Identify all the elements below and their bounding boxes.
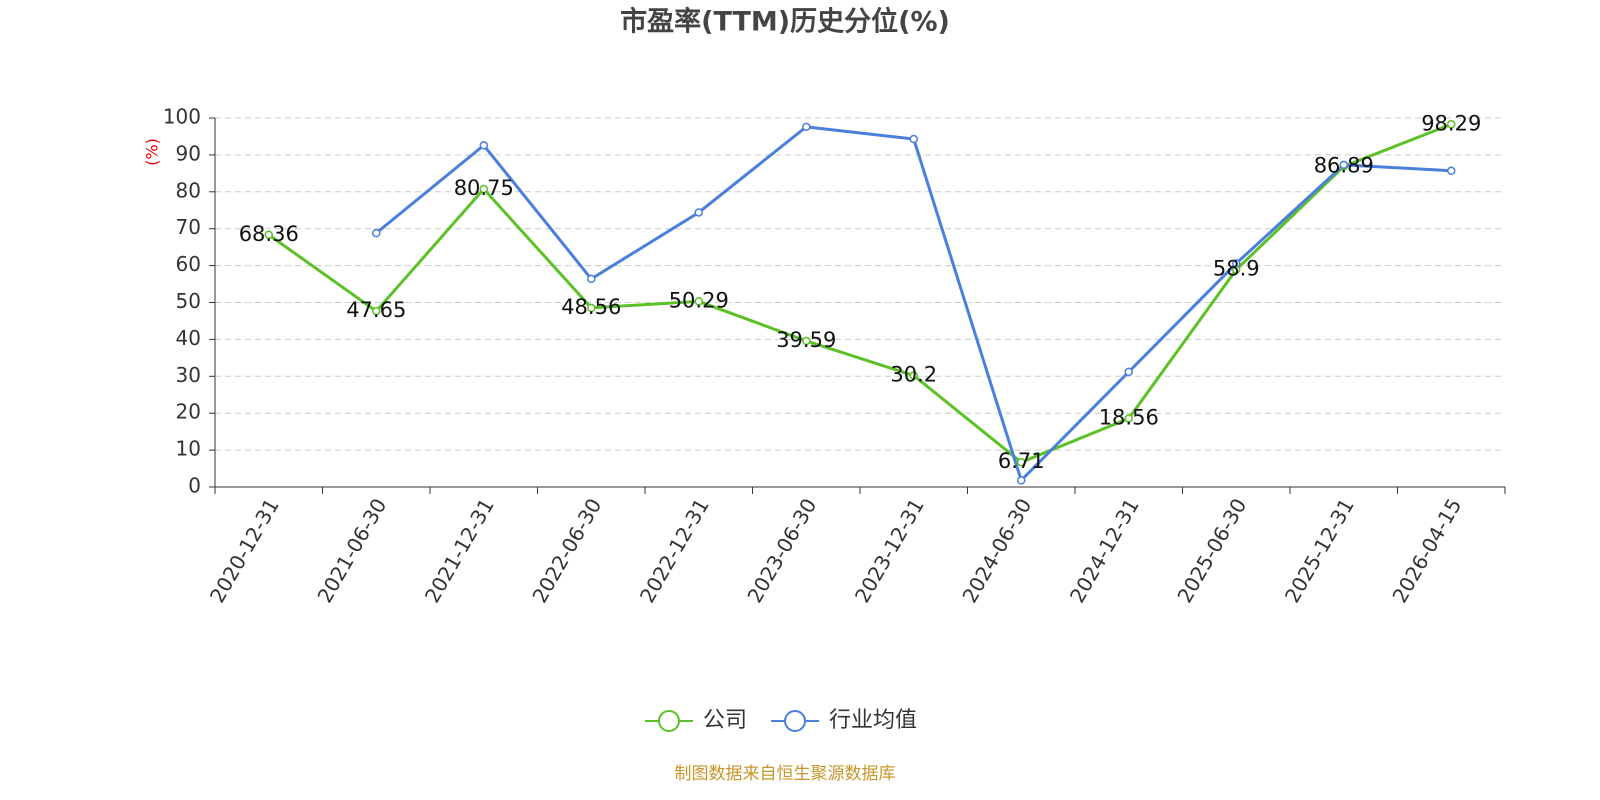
- data-point: [1339, 160, 1348, 170]
- data-point: [909, 134, 918, 144]
- chart-title: 市盈率(TTM)历史分位(%): [620, 6, 950, 38]
- data-label: 39.59: [776, 328, 836, 352]
- data-point: [587, 274, 596, 284]
- data-point: [372, 228, 381, 238]
- data-label: 98.29: [1421, 111, 1481, 135]
- y-tick-label: 50: [176, 289, 201, 313]
- x-tick-label: 2023-12-31: [850, 494, 929, 607]
- data-point: [1017, 457, 1026, 467]
- data-label: 30.2: [890, 363, 937, 387]
- data-point: [1124, 367, 1133, 377]
- data-point: [802, 122, 811, 132]
- y-tick-label: 40: [176, 326, 201, 350]
- data-label: 58.9: [1213, 257, 1260, 281]
- x-tick-label: 2021-06-30: [312, 494, 391, 607]
- series-line: [375, 125, 1452, 484]
- data-point: [372, 306, 381, 316]
- data-point: [1447, 166, 1456, 176]
- y-tick-label: 30: [176, 363, 201, 387]
- x-tick-label: 2026-04-15: [1387, 494, 1466, 607]
- data-point: [264, 230, 273, 240]
- data-label: 80.75: [454, 176, 514, 200]
- data-point: [587, 303, 596, 313]
- x-tick-label: 2021-12-31: [420, 494, 499, 607]
- data-point: [479, 184, 488, 194]
- data-label: 47.65: [346, 298, 406, 322]
- y-tick-label: 100: [163, 105, 201, 129]
- data-point: [694, 297, 703, 306]
- data-point: [1447, 120, 1456, 129]
- data-point: [1124, 414, 1133, 423]
- x-tick-label: 2024-06-30: [957, 494, 1036, 607]
- data-point: [802, 336, 811, 346]
- y-tick-label: 70: [176, 215, 201, 239]
- x-tick-label: 2025-12-31: [1280, 494, 1359, 607]
- data-point: [909, 371, 918, 380]
- y-tick-label: 80: [176, 178, 201, 202]
- x-tick-label: 2023-06-30: [742, 494, 821, 607]
- x-tick-label: 2022-06-30: [527, 494, 606, 607]
- data-point: [479, 141, 488, 150]
- data-point: [1232, 259, 1241, 268]
- y-tick-label: 0: [188, 474, 201, 498]
- y-tick-label: 10: [176, 437, 201, 461]
- data-label: 18.56: [1099, 406, 1159, 430]
- legend-marker: [658, 710, 680, 732]
- y-tick-label: 20: [176, 400, 201, 424]
- y-tick-label: 60: [176, 252, 201, 276]
- data-label: 68.36: [239, 222, 299, 246]
- y-axis-label: (%): [143, 138, 162, 166]
- x-tick-label: 2025-06-30: [1172, 494, 1251, 607]
- x-tick-label: 2020-12-31: [205, 494, 284, 607]
- data-label: 6.71: [998, 449, 1045, 473]
- series-line: [267, 122, 1452, 464]
- data-label: 48.56: [561, 295, 621, 319]
- data-point: [1017, 476, 1026, 485]
- data-point: [694, 208, 703, 217]
- source-note: 制图数据来自恒生聚源数据库: [675, 764, 896, 784]
- legend-marker: [784, 710, 807, 732]
- legend-label: 公司: [703, 708, 747, 733]
- legend-label: 行业均值: [829, 708, 917, 733]
- x-tick-label: 2022-12-31: [635, 494, 714, 607]
- data-label: 86.89: [1314, 153, 1374, 177]
- data-label: 50.29: [669, 288, 729, 312]
- y-tick-label: 90: [176, 141, 201, 165]
- x-tick-label: 2024-12-31: [1065, 494, 1144, 607]
